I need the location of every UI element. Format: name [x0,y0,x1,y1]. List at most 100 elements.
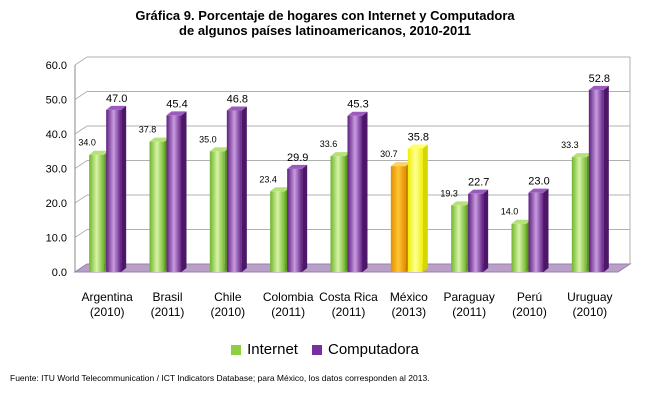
computadora-bar [528,192,544,272]
computadora-bar-side [181,111,187,273]
grid-line-diag [74,194,88,204]
computadora-bar [226,110,242,272]
data-labels: 34.0 47.0 37.8 45.4 35.0 46.8 23.4 29.9 33.6 45.3… [78,73,610,217]
x-category-label: Brasil [152,290,182,304]
chart-subtitle: de algunos países latinoamericanos, 2010… [179,23,471,38]
x-category-label: Chile [214,290,242,304]
x-category-year: (2011) [452,305,486,319]
internet-bar-top [89,150,110,155]
internet-value-label: 30.7 [380,149,398,159]
x-category-label: Paraguay [443,290,494,304]
internet-bar [149,141,165,272]
computadora-bar-top [347,111,368,116]
internet-bar [330,156,346,272]
y-tick-label: 10.0 [46,233,67,245]
computadora-bar [347,115,363,272]
internet-bar [390,166,406,272]
computadora-value-label: 46.8 [227,94,248,106]
legend-internet-label: Internet [247,341,298,358]
internet-bar-top [270,187,291,192]
internet-bar-top [209,147,230,152]
computadora-bar [588,89,604,272]
computadora-bar [468,193,484,272]
computadora-bar-top [106,105,127,110]
internet-value-label: 19.3 [440,188,458,198]
internet-bar-top [451,201,472,206]
internet-value-label: 34.0 [78,138,96,148]
internet-value-label: 23.4 [259,174,277,184]
computadora-value-label: 22.7 [468,177,489,189]
y-tick-label: 60.0 [46,60,67,72]
y-tick-label: 40.0 [46,129,67,141]
computadora-bar-side [603,85,609,272]
y-tick-label: 20.0 [46,198,67,210]
computadora-value-label: 45.3 [347,99,368,111]
y-tick-label: 0.0 [52,267,67,279]
y-tick-label: 50.0 [46,95,67,107]
computadora-value-label: 45.4 [166,98,187,110]
computadora-swatch [311,344,322,355]
legend-computadora-label: Computadora [327,341,419,358]
computadora-bar-side [241,106,247,272]
computadora-bar-side [121,105,127,272]
internet-value-label: 33.6 [320,139,338,149]
internet-bar-top [571,153,592,158]
grid-line-diag [74,229,88,238]
chart-title: Gráfica 9. Porcentaje de hogares con Int… [135,8,515,23]
x-category-year: (2011) [332,305,366,319]
computadora-bar-side [543,188,549,272]
computadora-bar-side [422,144,428,272]
computadora-bar-top [528,188,549,193]
internet-bar-top [149,137,170,142]
internet-bar-top [390,162,411,167]
grid-line-diag [74,56,88,66]
computadora-bar-top [287,164,308,169]
source-note: Fuente: ITU World Telecommunication / IC… [10,373,430,383]
x-category-label: Costa Rica [319,290,378,304]
x-category-year: (2011) [271,305,305,319]
computadora-bar [287,168,303,272]
internet-swatch [231,344,242,355]
computadora-bar [407,148,423,272]
internet-bar-top [511,219,532,224]
computadora-bar-top [226,106,247,111]
x-category-label: Argentina [81,290,133,304]
x-category-label: México [390,290,428,304]
internet-bar [571,157,587,272]
x-category-year: (2010) [210,305,245,319]
x-category-year: (2010) [512,305,547,319]
x-category-label: Perú [517,290,542,304]
computadora-bar [166,115,182,273]
internet-bar [89,154,105,272]
computadora-bar-top [407,144,428,149]
computadora-value-label: 47.0 [106,93,127,105]
grid-line-diag [74,91,88,100]
x-category-year: (2010) [90,305,125,319]
computadora-bar-top [468,189,489,194]
internet-value-label: 14.0 [501,207,519,217]
computadora-bar [106,109,122,272]
internet-bar [209,151,225,272]
grid-line-diag [74,125,88,135]
x-category-label: Uruguay [567,290,612,304]
bars [89,85,609,273]
computadora-bar-side [362,111,368,272]
x-category-year: (2010) [572,305,607,319]
internet-value-label: 33.3 [561,140,579,150]
computadora-bar-side [302,164,308,272]
axis-labels: 0.010.020.030.040.050.060.0Argentina(201… [46,60,613,319]
internet-bar-top [330,152,351,157]
computadora-value-label: 52.8 [589,73,610,85]
computadora-value-label: 35.8 [408,131,429,143]
legend: Internet Computadora [0,341,650,358]
computadora-bar-top [166,111,187,116]
y-tick-label: 30.0 [46,164,67,176]
internet-value-label: 35.0 [199,134,217,144]
internet-bar [270,191,286,272]
x-category-year: (2011) [151,305,185,319]
x-category-label: Colombia [263,290,314,304]
computadora-value-label: 29.9 [287,152,308,164]
bar-chart: 34.0 47.0 37.8 45.4 35.0 46.8 23.4 29.9 33.6 45.3… [46,56,632,319]
grid-line-diag [74,160,88,169]
internet-bar [511,223,527,272]
